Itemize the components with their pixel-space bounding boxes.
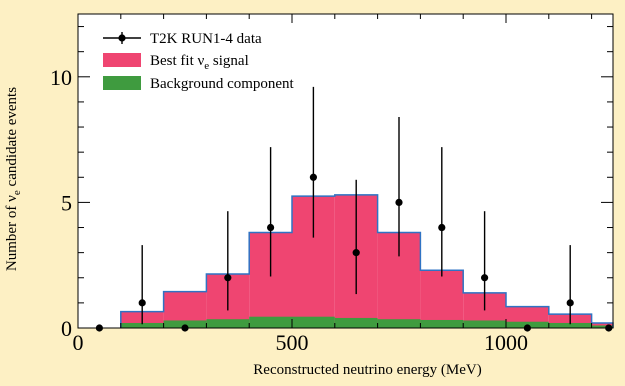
- background-bin: [206, 319, 250, 328]
- legend-label: T2K RUN1-4 data: [150, 31, 262, 47]
- data-point: [138, 299, 146, 307]
- data-point: [352, 249, 360, 257]
- ticks-layer: 0 500 1000 0 5 10: [50, 14, 613, 355]
- histogram-layer: [120, 194, 614, 328]
- x-axis-title: Reconstructed neutrino energy (MeV): [253, 362, 481, 378]
- y-axis-title: Number of νe candidate events: [4, 87, 23, 271]
- data-point: [481, 274, 489, 282]
- y-tick-label: 0: [61, 316, 72, 341]
- data-point: [566, 299, 574, 307]
- signal-bin: [420, 270, 464, 328]
- x-tick-label: 500: [276, 330, 309, 355]
- y-tick-label: 5: [61, 190, 72, 215]
- background-bin: [591, 325, 613, 328]
- legend-marker: [118, 34, 126, 42]
- data-point: [267, 223, 275, 232]
- data-point: [438, 223, 446, 232]
- data-point: [395, 198, 403, 206]
- background-bin: [292, 316, 335, 328]
- x-tick-label: 1000: [484, 330, 528, 355]
- background-bin: [463, 320, 506, 328]
- background-bin: [420, 319, 464, 328]
- data-point: [309, 173, 317, 181]
- plot-frame: [77, 13, 614, 329]
- legend: T2K RUN1-4 data Best fit νe signal Backgro…: [103, 31, 295, 92]
- y-tick-label: 10: [50, 65, 72, 90]
- x-tick-label: 0: [73, 330, 84, 355]
- signal-outline: [120, 194, 614, 328]
- background-bin: [377, 319, 421, 328]
- background-bin: [249, 316, 292, 328]
- legend-label: Best fit νe signal: [150, 53, 249, 72]
- data-points-layer: [95, 86, 613, 332]
- background-bin: [548, 322, 592, 328]
- background-bin: [334, 317, 378, 328]
- legend-swatch: [103, 76, 141, 90]
- background-bin: [120, 322, 164, 328]
- data-point: [224, 274, 232, 282]
- legend-swatch: [103, 53, 141, 67]
- background-bin: [163, 320, 207, 328]
- legend-label: Background component: [150, 76, 295, 92]
